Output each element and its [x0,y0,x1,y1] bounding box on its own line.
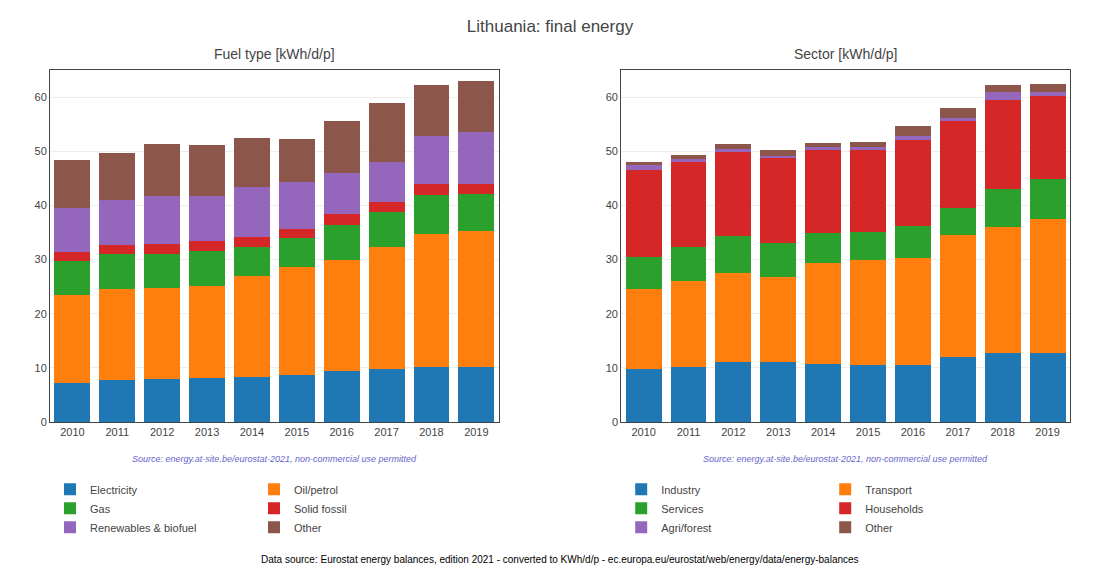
svg-text:2014: 2014 [811,426,835,438]
svg-text:60: 60 [35,91,47,103]
svg-text:Transport: Transport [865,484,912,496]
svg-text:40: 40 [606,199,618,211]
svg-text:2017: 2017 [946,426,970,438]
svg-text:Services: Services [661,503,704,515]
svg-text:Data source: Eurostat energy b: Data source: Eurostat energy balances, e… [261,554,859,565]
svg-text:Other: Other [294,522,322,534]
svg-text:2012: 2012 [721,426,745,438]
svg-text:2015: 2015 [856,426,880,438]
svg-text:Industry: Industry [661,484,701,496]
svg-text:0: 0 [612,416,618,428]
svg-text:Renewables & biofuel: Renewables & biofuel [90,522,196,534]
svg-text:60: 60 [606,91,618,103]
svg-text:2019: 2019 [464,426,488,438]
svg-text:2014: 2014 [240,426,264,438]
svg-text:Fuel type [kWh/d/p]: Fuel type [kWh/d/p] [214,46,335,62]
svg-text:2011: 2011 [677,426,701,438]
svg-text:2019: 2019 [1035,426,1059,438]
svg-text:30: 30 [606,253,618,265]
svg-text:2016: 2016 [329,426,353,438]
svg-text:30: 30 [35,253,47,265]
svg-text:Agri/forest: Agri/forest [661,522,711,534]
svg-text:Solid fossil: Solid fossil [294,503,347,515]
svg-text:Gas: Gas [90,503,111,515]
svg-text:2010: 2010 [60,426,84,438]
svg-text:Lithuania: final energy: Lithuania: final energy [467,17,634,36]
svg-text:2012: 2012 [150,426,174,438]
svg-text:2013: 2013 [766,426,790,438]
svg-text:2013: 2013 [195,426,219,438]
svg-text:Source: energy.at-site.be/euro: Source: energy.at-site.be/eurostat-2021,… [703,454,988,464]
svg-text:10: 10 [35,362,47,374]
svg-text:Households: Households [865,503,924,515]
svg-text:Other: Other [865,522,893,534]
svg-text:2011: 2011 [105,426,129,438]
svg-text:Source: energy.at-site.be/euro: Source: energy.at-site.be/eurostat-2021,… [132,454,417,464]
svg-text:0: 0 [41,416,47,428]
svg-text:40: 40 [35,199,47,211]
svg-text:Electricity: Electricity [90,484,138,496]
svg-text:Sector [kWh/d/p]: Sector [kWh/d/p] [794,46,897,62]
svg-text:20: 20 [606,308,618,320]
svg-text:50: 50 [606,145,618,157]
svg-text:2015: 2015 [285,426,309,438]
svg-text:2018: 2018 [419,426,443,438]
svg-text:2016: 2016 [901,426,925,438]
svg-text:2010: 2010 [631,426,655,438]
svg-text:2018: 2018 [990,426,1014,438]
svg-text:20: 20 [35,308,47,320]
svg-text:50: 50 [35,145,47,157]
svg-text:Oil/petrol: Oil/petrol [294,484,338,496]
svg-text:2017: 2017 [374,426,398,438]
svg-text:10: 10 [606,362,618,374]
